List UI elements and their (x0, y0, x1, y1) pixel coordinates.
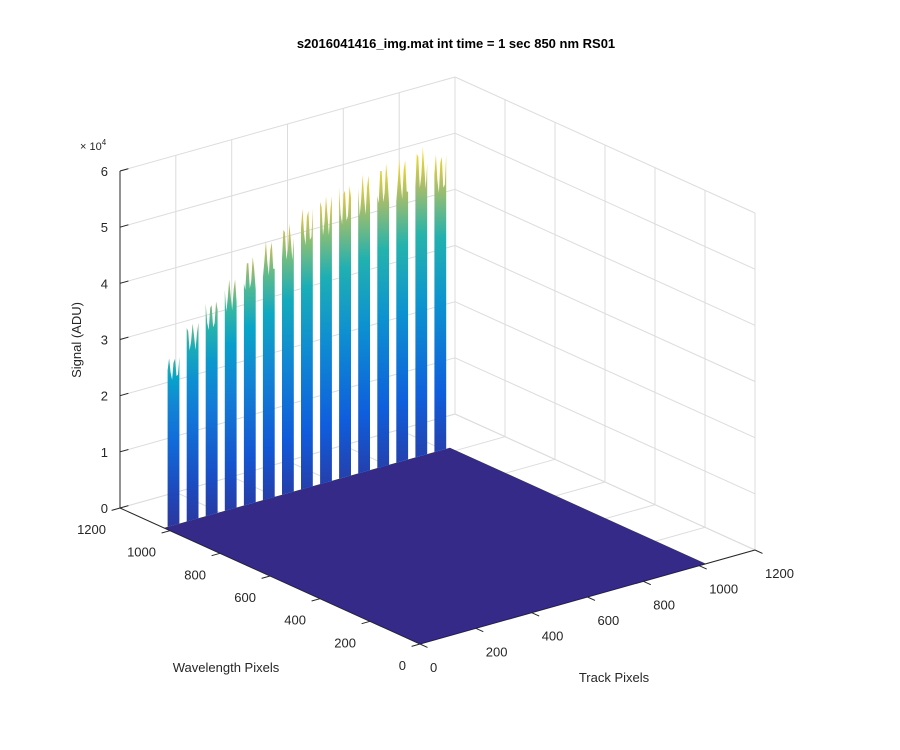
x-tick-label: 1200 (765, 566, 794, 581)
x-tick-label: 200 (486, 644, 508, 659)
y-tick-label: 800 (184, 567, 206, 582)
x-tick-label: 0 (430, 660, 437, 675)
axis-layer: 0200400600800100012000200400600800100012… (77, 164, 794, 675)
x-tick-label: 400 (542, 629, 564, 644)
track-wall-face (224, 279, 237, 511)
z-tick-label: 3 (101, 333, 108, 348)
track-wall-face (377, 163, 390, 469)
track-wall (186, 322, 199, 522)
track-wall-face (434, 153, 447, 453)
track-wall-face (243, 256, 256, 506)
x-tick-label: 600 (598, 613, 620, 628)
x-axis-label: Track Pixels (579, 670, 650, 685)
x-tick-mark (698, 565, 707, 570)
z-tick-mark (119, 449, 129, 453)
chart-title: s2016041416_img.mat int time = 1 sec 850… (297, 36, 615, 51)
track-wall-face (358, 174, 370, 474)
z-tick-mark (119, 505, 129, 509)
track-wall (243, 256, 256, 506)
grid-line (454, 188, 756, 326)
x-tick-label: 800 (653, 597, 675, 612)
grid-line (454, 76, 756, 214)
y-tick-mark (411, 643, 421, 647)
z-axis-label: Signal (ADU) (69, 302, 84, 378)
track-wall (301, 208, 313, 490)
y-tick-mark (111, 507, 121, 511)
z-tick-label: 2 (101, 389, 108, 404)
y-tick-label: 200 (334, 635, 356, 650)
y-tick-label: 1000 (127, 545, 156, 560)
track-wall-face (205, 301, 218, 517)
y-tick-label: 1200 (77, 522, 106, 537)
x-tick-mark (643, 580, 652, 586)
track-wall (224, 279, 237, 511)
y-tick-mark (361, 620, 371, 625)
track-wall (262, 241, 275, 501)
grid-line (454, 245, 756, 382)
z-tick-mark (119, 224, 129, 228)
track-wall (339, 185, 351, 479)
z-tick-label: 6 (101, 164, 108, 179)
y-tick-mark (311, 598, 321, 602)
track-wall-face (339, 185, 351, 479)
track-wall (396, 158, 409, 463)
track-wall (415, 146, 428, 458)
track-wall (358, 174, 370, 474)
track-wall-face (396, 158, 409, 463)
z-exponent-label: × 104 (80, 138, 107, 153)
grid-line (454, 301, 756, 439)
track-wall (320, 195, 332, 485)
track-wall (434, 153, 447, 453)
z-tick-label: 1 (101, 445, 108, 460)
x-tick-mark (419, 643, 428, 648)
grid-line (454, 132, 756, 270)
track-wall-face (167, 356, 180, 527)
grid-line (119, 76, 456, 172)
grid-line (454, 357, 756, 495)
z-tick-label: 4 (101, 276, 108, 291)
x-tick-mark (754, 549, 763, 554)
z-tick-label: 0 (101, 501, 108, 516)
track-wall-face (301, 208, 313, 490)
track-wall-face (320, 195, 332, 485)
z-tick-mark (119, 280, 129, 284)
x-tick-mark (531, 612, 540, 617)
track-wall (167, 356, 180, 527)
surface-layer (164, 146, 706, 644)
track-wall-face (282, 223, 294, 495)
x-tick-mark (475, 627, 484, 633)
y-tick-mark (211, 552, 221, 557)
z-tick-mark (119, 392, 129, 397)
track-wall (377, 163, 390, 469)
track-wall-face (415, 146, 428, 458)
y-tick-mark (261, 575, 271, 579)
track-wall-face (186, 322, 199, 522)
z-tick-mark (119, 168, 129, 172)
grid-line (119, 132, 456, 228)
track-wall-face (262, 241, 275, 501)
y-tick-mark (161, 530, 171, 534)
y-tick-label: 400 (284, 613, 306, 628)
z-tick-label: 5 (101, 220, 108, 235)
track-wall (282, 223, 294, 495)
y-tick-label: 600 (234, 590, 256, 605)
x-tick-label: 1000 (709, 582, 738, 597)
y-axis-label: Wavelength Pixels (173, 660, 280, 675)
x-tick-mark (587, 596, 596, 601)
surface-floor (164, 447, 706, 644)
track-wall (205, 301, 218, 517)
z-tick-mark (119, 336, 129, 340)
y-tick-label: 0 (399, 658, 406, 673)
